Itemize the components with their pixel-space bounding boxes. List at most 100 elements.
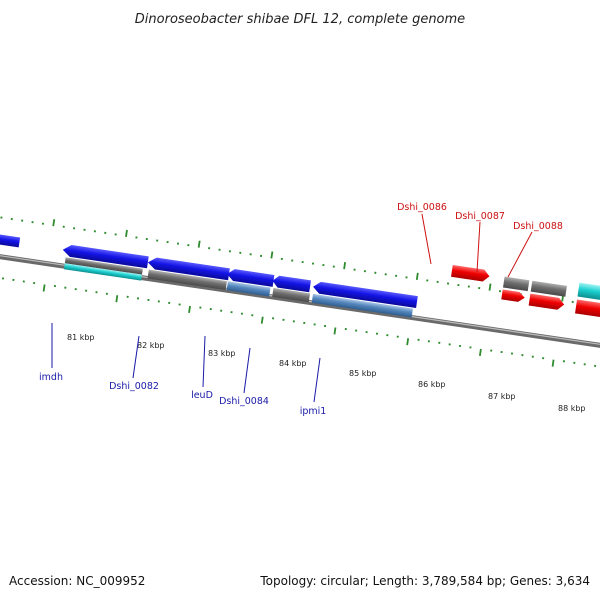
map-title: Dinoroseobacter shibae DFL 12, complete … xyxy=(135,12,465,27)
ruler-dot xyxy=(355,329,358,332)
gene-arrow-leuD[interactable] xyxy=(226,268,275,287)
ruler-dot xyxy=(105,292,108,295)
accession-text: Accession: NC_009952 xyxy=(9,574,145,588)
ruler-dot xyxy=(332,265,335,268)
ruler-dot xyxy=(457,283,460,287)
gene-arrow-dshi-0088[interactable] xyxy=(528,293,565,311)
ruler-dot xyxy=(363,270,367,273)
ruler-dot xyxy=(74,288,77,291)
ruler-dot xyxy=(344,327,347,331)
ruler-dot xyxy=(168,301,171,305)
tick-label: 84 kbp xyxy=(279,359,307,368)
ruler-dot xyxy=(199,306,202,309)
tick-label: 87 kbp xyxy=(488,392,516,401)
genome-track xyxy=(0,216,600,367)
gene-arrow-ipmi1[interactable] xyxy=(312,281,418,309)
ruler-dot xyxy=(583,363,586,366)
ruler-dot xyxy=(571,300,574,303)
gene-label-dshi-0082[interactable]: Dshi_0082 xyxy=(109,381,159,392)
ruler-dot xyxy=(251,314,254,317)
ruler-major-tick xyxy=(415,272,419,280)
ruler-dot xyxy=(469,346,472,349)
ruler-dot xyxy=(136,297,140,300)
gene-label-dshi-0088[interactable]: Dshi_0088 xyxy=(513,221,563,232)
ruler-dot xyxy=(0,216,3,219)
ruler-dot xyxy=(395,274,398,277)
ruler-dot xyxy=(176,242,180,245)
feature-box-rna[interactable] xyxy=(63,263,143,281)
gene-arrow-right[interactable] xyxy=(575,299,600,326)
ruler-dot xyxy=(147,298,150,301)
tick-label: 81 kbp xyxy=(67,333,95,342)
gene-arrow-partial[interactable] xyxy=(0,229,21,248)
gene-label-dshi-0086[interactable]: Dshi_0086 xyxy=(397,202,447,213)
ruler-dot xyxy=(272,317,275,320)
ruler-major-tick xyxy=(551,359,555,367)
ruler-dot xyxy=(365,331,368,334)
gene-label-dshi-0087[interactable]: Dshi_0087 xyxy=(455,211,505,222)
ruler-dot xyxy=(562,360,566,363)
ruler-dot xyxy=(426,279,429,282)
ruler-dot xyxy=(375,332,379,335)
ruler-dot xyxy=(521,354,524,357)
ruler-major-tick xyxy=(188,305,191,314)
ruler-dot xyxy=(208,247,211,250)
tick-label: 83 kbp xyxy=(208,349,236,358)
feature-box-ipmi1[interactable] xyxy=(311,293,413,318)
gene-label-leuD[interactable]: leuD xyxy=(191,390,213,401)
feature-box-dshi-0084[interactable] xyxy=(272,287,311,303)
gene-label-imdh[interactable]: imdh xyxy=(39,372,63,383)
feature-box-rna-right[interactable] xyxy=(577,282,600,309)
feature-box-leuD[interactable] xyxy=(226,281,271,297)
ruler-dot xyxy=(542,357,545,360)
gene-arrow-dshi-0087[interactable] xyxy=(501,289,525,302)
gene-arrow-dshi-0084[interactable] xyxy=(272,275,311,293)
feature-box-dshi-0082[interactable] xyxy=(147,269,227,291)
ruler-dot xyxy=(156,239,159,242)
feature-box-orf[interactable] xyxy=(64,257,143,275)
ruler-dot xyxy=(33,281,36,285)
ruler-dot xyxy=(280,257,283,261)
ruler-dot xyxy=(114,233,117,236)
ruler-dot xyxy=(313,323,316,326)
ruler-dot xyxy=(228,250,231,253)
ruler-dot xyxy=(446,282,450,285)
ruler-dot xyxy=(573,361,576,364)
ruler-dot xyxy=(166,241,169,244)
ruler-dot xyxy=(239,251,242,254)
gene-label-dshi-0084[interactable]: Dshi_0084 xyxy=(219,396,269,407)
ruler-dot xyxy=(478,287,481,290)
ruler-major-tick xyxy=(406,338,410,346)
ruler-dot xyxy=(510,352,514,355)
ruler-dot xyxy=(436,280,439,284)
gene-label-ipmi1[interactable]: ipmi1 xyxy=(300,406,327,417)
ruler-dot xyxy=(83,228,86,231)
tick-label: 88 kbp xyxy=(558,404,586,413)
ruler-dot xyxy=(448,343,451,346)
genome-summary-text: Topology: circular; Length: 3,789,584 bp… xyxy=(259,574,590,588)
ruler-dot xyxy=(458,344,462,348)
ruler-dot xyxy=(157,300,160,303)
scale-labels: 81 kbp 82 kbp 83 kbp 84 kbp 85 kbp 86 kb… xyxy=(67,333,586,413)
ruler-dot xyxy=(374,271,377,274)
tick-label: 82 kbp xyxy=(137,341,165,350)
ruler-major-tick xyxy=(115,295,119,303)
feature-box-dshi-0087[interactable] xyxy=(503,276,530,292)
ruler-dot xyxy=(10,217,13,221)
ruler-dot xyxy=(396,335,399,338)
ruler-dot xyxy=(386,334,389,337)
gene-arrow-imdh[interactable] xyxy=(62,244,149,269)
ruler-dot xyxy=(73,227,76,230)
ruler-major-tick xyxy=(125,229,128,238)
ruler-dot xyxy=(41,222,45,225)
leader-dshi-0084 xyxy=(243,347,251,394)
gene-arrow-dshi-0082[interactable] xyxy=(147,256,230,281)
ruler-dot xyxy=(322,264,325,267)
ruler-dot xyxy=(12,278,15,282)
ruler-dot xyxy=(85,289,88,292)
ruler-dot xyxy=(405,276,408,279)
feature-box-dshi-0088[interactable] xyxy=(530,280,567,297)
ruler-dot xyxy=(53,285,57,288)
ruler-dot xyxy=(135,236,138,239)
gene-arrow-dshi-0086[interactable] xyxy=(451,264,490,282)
